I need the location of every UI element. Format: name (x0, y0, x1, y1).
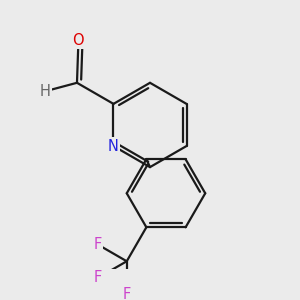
Text: H: H (40, 84, 51, 99)
Text: O: O (73, 33, 84, 48)
Text: F: F (123, 287, 131, 300)
Text: F: F (94, 237, 102, 252)
Text: F: F (94, 270, 102, 285)
Text: N: N (108, 139, 119, 154)
